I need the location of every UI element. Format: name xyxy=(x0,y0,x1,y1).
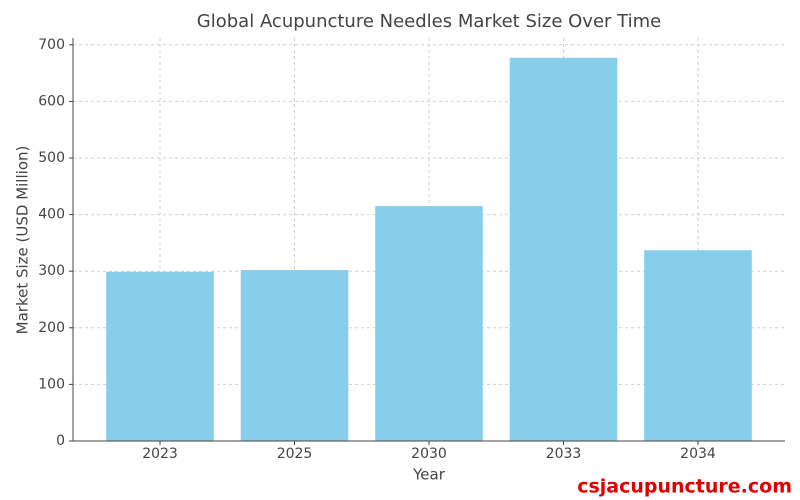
y-axis-label: Market Size (USD Million) xyxy=(14,146,32,335)
x-tick-label: 2034 xyxy=(680,446,716,462)
y-tick-label: 0 xyxy=(56,433,65,449)
bar xyxy=(644,250,752,441)
watermark: csjacupuncture.com xyxy=(577,476,792,498)
chart-title: Global Acupuncture Needles Market Size O… xyxy=(197,11,661,32)
y-tick-label: 600 xyxy=(38,93,65,109)
y-tick-label: 300 xyxy=(38,263,65,279)
bar xyxy=(509,57,618,441)
bar xyxy=(240,270,349,441)
x-tick-label: 2023 xyxy=(142,446,178,462)
bar xyxy=(106,271,214,441)
x-tick-label: 2025 xyxy=(277,446,313,462)
bar xyxy=(375,206,483,441)
x-axis-label: Year xyxy=(412,466,446,484)
y-tick-label: 400 xyxy=(38,207,65,223)
x-tick-label: 2030 xyxy=(411,446,447,462)
y-tick-label: 700 xyxy=(38,37,65,53)
y-tick-label: 100 xyxy=(38,376,65,392)
y-tick-label: 200 xyxy=(38,320,65,336)
x-tick-label: 2033 xyxy=(546,446,582,462)
y-tick-label: 500 xyxy=(38,150,65,166)
